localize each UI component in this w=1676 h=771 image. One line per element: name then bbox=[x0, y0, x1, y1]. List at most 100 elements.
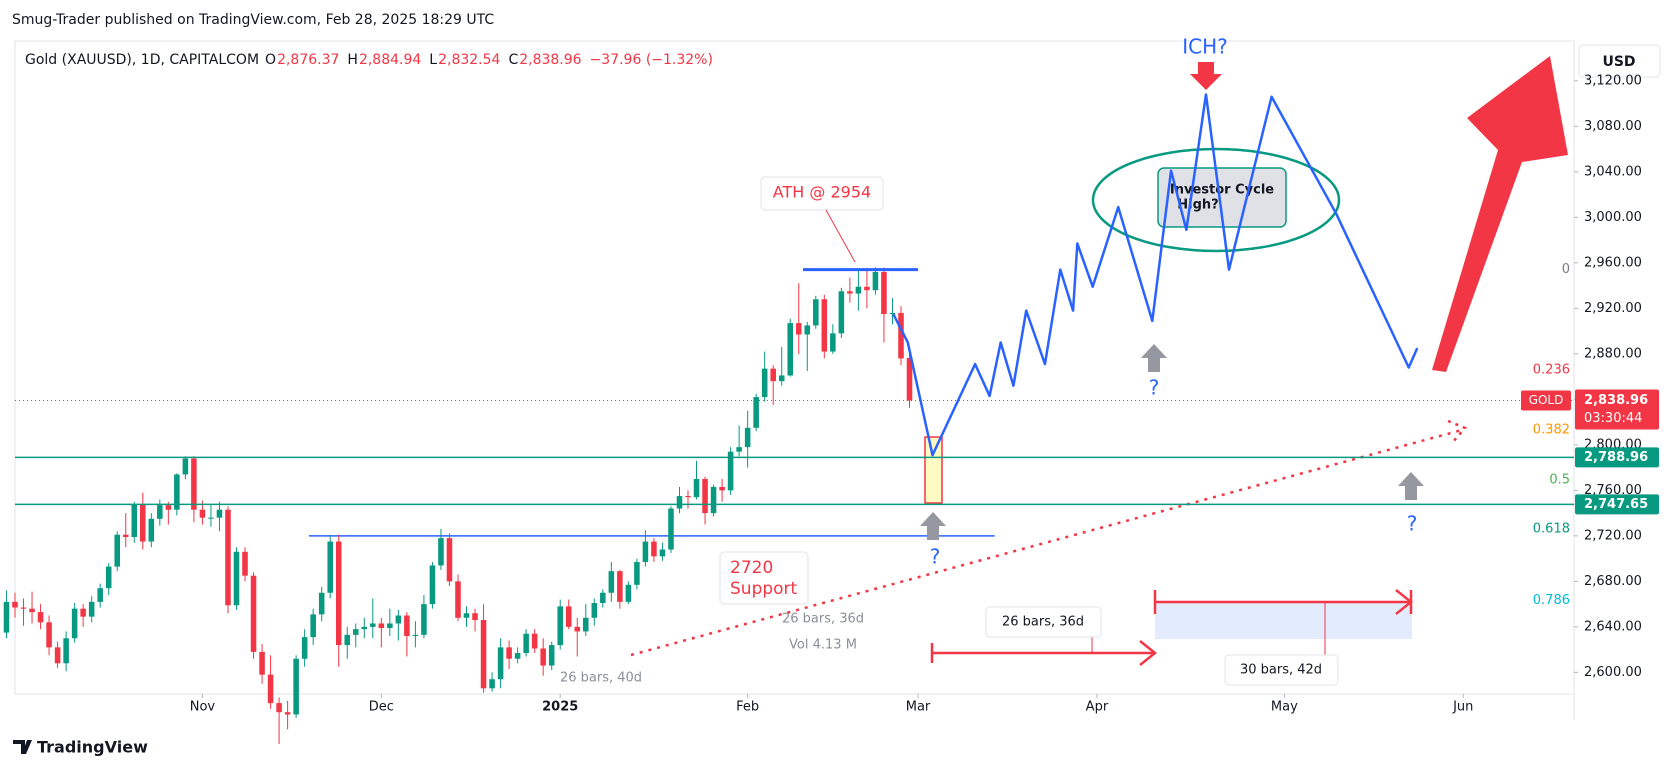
candle-body bbox=[795, 323, 802, 335]
faded-note: Vol 4.13 M bbox=[789, 638, 857, 653]
candle-body bbox=[284, 712, 291, 715]
ohlc-value: 2,876.37 bbox=[277, 52, 339, 68]
candle-body bbox=[182, 458, 189, 475]
candle-body bbox=[685, 496, 691, 498]
candle-body bbox=[821, 299, 828, 352]
candle-body bbox=[847, 291, 853, 294]
candle-body bbox=[54, 647, 61, 664]
candle-body bbox=[165, 505, 172, 510]
candle-body bbox=[318, 592, 325, 615]
candle-body bbox=[761, 368, 768, 398]
candle-body bbox=[242, 551, 248, 576]
trendline-head bbox=[1447, 419, 1468, 444]
candle-body bbox=[20, 607, 27, 609]
candle-body bbox=[335, 541, 342, 646]
candle-body bbox=[676, 496, 683, 509]
candle-body bbox=[395, 615, 402, 624]
candle-body bbox=[361, 626, 368, 630]
change: −37.96 (−1.32%) bbox=[590, 52, 713, 68]
candle-body bbox=[702, 478, 708, 514]
y-tick-label: 2,920.00 bbox=[1584, 301, 1642, 316]
investor-line: Investor Cycle bbox=[1170, 183, 1274, 198]
chart-title: Gold (XAUUSD), 1D, CAPITALCOM bbox=[25, 52, 259, 68]
candle-body bbox=[813, 299, 819, 326]
candle-body bbox=[267, 674, 274, 704]
candle-body bbox=[327, 541, 333, 593]
candle-body bbox=[114, 534, 120, 567]
fib-label: 0.618 bbox=[1533, 522, 1570, 537]
currency: USD bbox=[1602, 54, 1635, 70]
candle-body bbox=[131, 504, 138, 538]
candle-body bbox=[191, 458, 197, 510]
candle-body bbox=[225, 509, 231, 606]
candle-body bbox=[37, 612, 44, 623]
support-note: 2720 bbox=[730, 558, 773, 578]
level-label: 2,747.65 bbox=[1584, 497, 1648, 512]
fib-label: 0 bbox=[1562, 262, 1570, 277]
candle-body bbox=[455, 581, 461, 618]
candle-body bbox=[29, 608, 35, 613]
candle-body bbox=[378, 623, 385, 629]
candle-body bbox=[250, 575, 257, 652]
x-tick-label: Feb bbox=[736, 700, 759, 715]
investor-line: High? bbox=[1177, 198, 1218, 213]
candle-body bbox=[63, 638, 69, 664]
candle-body bbox=[634, 562, 640, 585]
x-tick-label: May bbox=[1271, 700, 1298, 715]
candle-body bbox=[293, 658, 299, 715]
candle-body bbox=[276, 703, 282, 713]
candle-body bbox=[12, 601, 18, 608]
candle-body bbox=[889, 312, 896, 315]
candle-body bbox=[370, 623, 376, 627]
candle-body bbox=[88, 601, 95, 617]
candle-body bbox=[352, 629, 359, 635]
candle-body bbox=[608, 571, 615, 593]
candle-body bbox=[199, 509, 206, 518]
candle-body bbox=[489, 679, 495, 689]
fib-label: 0.5 bbox=[1549, 473, 1570, 488]
gray-arrow bbox=[920, 512, 946, 540]
candle-body bbox=[744, 427, 751, 448]
x-tick-label: Nov bbox=[190, 700, 216, 715]
candle-body bbox=[659, 549, 666, 557]
y-tick-label: 2,960.00 bbox=[1584, 255, 1642, 270]
candle-body bbox=[387, 623, 393, 629]
big-up-arrow bbox=[1432, 56, 1568, 372]
candle-body bbox=[514, 653, 521, 659]
level-label: 2,788.96 bbox=[1584, 450, 1648, 465]
x-tick-label: 2025 bbox=[542, 700, 578, 715]
candle-body bbox=[122, 534, 129, 538]
candle-body bbox=[548, 645, 555, 666]
gray-arrow bbox=[1398, 472, 1424, 500]
symbol-label: GOLD bbox=[1529, 393, 1564, 407]
candle-body bbox=[216, 509, 223, 518]
candle-body bbox=[148, 518, 155, 542]
candle-body bbox=[463, 613, 470, 618]
candle-body bbox=[838, 291, 845, 334]
ohlc-value: 2,838.96 bbox=[519, 52, 581, 68]
candle-body bbox=[898, 312, 904, 359]
x-tick-label: Jun bbox=[1452, 700, 1473, 715]
range-band bbox=[1155, 602, 1412, 639]
candle-body bbox=[770, 368, 776, 382]
symbol-tag bbox=[1521, 390, 1571, 411]
candle-body bbox=[174, 474, 180, 510]
ath-pointer bbox=[825, 209, 856, 263]
candle-body bbox=[421, 604, 427, 635]
faded-note: 26 bars, 40d bbox=[560, 671, 642, 686]
candle-body bbox=[259, 651, 265, 675]
candle-body bbox=[3, 601, 10, 633]
candle-body bbox=[301, 637, 308, 659]
candle-body bbox=[574, 626, 581, 632]
measure-label: 26 bars, 36d bbox=[1002, 615, 1084, 630]
candle-body bbox=[719, 486, 725, 491]
candle-body bbox=[804, 325, 811, 335]
measure-arrow-1 bbox=[930, 640, 1158, 666]
candle-body bbox=[412, 634, 419, 636]
ath-label: ATH @ 2954 bbox=[773, 183, 871, 202]
y-tick-label: 2,600.00 bbox=[1584, 665, 1642, 680]
candle-body bbox=[497, 647, 504, 680]
candle-body bbox=[591, 602, 598, 618]
y-tick-label: 2,760.00 bbox=[1584, 483, 1642, 498]
x-tick-label: Mar bbox=[906, 700, 931, 715]
